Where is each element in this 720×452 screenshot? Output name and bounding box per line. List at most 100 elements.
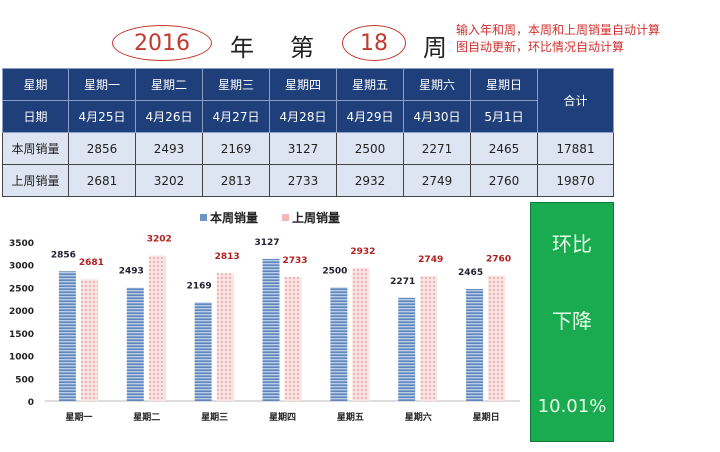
weekday-cell: 星期二 (135, 68, 203, 101)
x-tick-label: 星期五 (337, 411, 364, 423)
data-label: 2169 (187, 281, 212, 291)
y-tick-label: 1500 (9, 330, 34, 340)
row-label: 日期 (2, 100, 69, 133)
last-week-bar (420, 276, 438, 401)
weekday-cell: 星期四 (269, 68, 337, 101)
value-cell: 2500 (336, 132, 404, 165)
data-label: 3127 (254, 238, 279, 248)
value-cell: 2856 (68, 132, 136, 165)
data-label: 2681 (79, 258, 104, 268)
date-cell: 5月1日 (470, 100, 538, 133)
weekday-cell: 星期六 (403, 68, 471, 101)
date-cell: 4月30日 (403, 100, 471, 133)
y-tick-label: 2500 (9, 284, 34, 294)
wow-percent: 10.01% (537, 396, 607, 417)
date-row: 日期 4月25日 4月26日 4月27日 4月28日 4月29日 4月30日 5月1日 (2, 100, 614, 133)
date-cell: 4月25日 (68, 100, 136, 133)
sales-table: 星期 星期一 星期二 星期三 星期四 星期五 星期六 星期日 合计 日期 4月25日 4月26… (2, 68, 614, 197)
this-week-bar (262, 258, 280, 401)
weekday-cell: 星期五 (336, 68, 404, 101)
note-line: 输入年和周，本周和上周销量自动计算 (456, 23, 661, 37)
total-cell: 19870 (537, 164, 614, 197)
value-cell: 2749 (403, 164, 471, 197)
value-cell: 3202 (135, 164, 203, 197)
year-input[interactable]: 2016 (112, 25, 212, 61)
legend-swatch (200, 214, 207, 221)
data-label: 2733 (282, 256, 307, 266)
value-cell: 2169 (202, 132, 270, 165)
this-week-bar (126, 287, 144, 401)
week-input[interactable]: 18 (342, 25, 406, 61)
last-week-bar (80, 279, 98, 401)
row-label: 本周销量 (2, 132, 69, 165)
weekday-row: 星期 星期一 星期二 星期三 星期四 星期五 星期六 星期日 合计 (2, 68, 614, 133)
y-tick-label: 2000 (9, 307, 34, 317)
y-tick-label: 3000 (9, 262, 34, 272)
data-label: 2856 (51, 250, 76, 260)
value-cell: 3127 (269, 132, 337, 165)
data-label: 2271 (390, 277, 415, 287)
year-suffix: 年 (230, 34, 254, 62)
total-header: 合计 (537, 68, 614, 133)
x-tick-label: 星期日 (473, 411, 500, 423)
row-label: 星期 (2, 68, 69, 101)
last-week-row: 上周销量 2681 3202 2813 2733 2932 2749 2760 19870 (2, 164, 614, 197)
value-cell: 2493 (135, 132, 203, 165)
date-cell: 4月26日 (135, 100, 203, 133)
week-over-week-panel: 环比 下降 10.01% (530, 202, 614, 442)
value-cell: 2271 (403, 132, 471, 165)
week-suffix: 周 (423, 34, 447, 62)
this-week-bar (58, 271, 76, 401)
total-cell: 17881 (537, 132, 614, 165)
x-tick-label: 星期三 (201, 411, 228, 423)
data-label: 2932 (350, 247, 375, 257)
note-line: 图自动更新，环比情况自动计算 (456, 40, 625, 54)
wow-title: 环比 (552, 232, 592, 256)
date-cell: 4月29日 (336, 100, 404, 133)
this-week-bar (330, 287, 348, 401)
wow-direction: 下降 (552, 309, 592, 333)
data-label: 2493 (119, 267, 144, 277)
value-cell: 2932 (336, 164, 404, 197)
this-week-row: 本周销量 2856 2493 2169 3127 2500 2271 2465 17881 (2, 132, 614, 165)
weekday-cell: 星期日 (470, 68, 538, 101)
y-tick-label: 3500 (9, 239, 34, 249)
value-cell: 2733 (269, 164, 337, 197)
date-cell: 4月27日 (202, 100, 270, 133)
last-week-bar (148, 255, 166, 401)
last-week-bar (284, 276, 302, 401)
this-week-bar (398, 297, 416, 401)
value-cell: 2681 (68, 164, 136, 197)
instruction-note: 输入年和周，本周和上周销量自动计算 图自动更新，环比情况自动计算 (456, 22, 660, 56)
row-label: 上周销量 (2, 164, 69, 197)
x-tick-label: 星期一 (65, 411, 92, 423)
last-week-bar (216, 273, 234, 401)
weekday-cell: 星期三 (202, 68, 270, 101)
data-label: 2749 (418, 255, 443, 265)
value-cell: 2813 (202, 164, 270, 197)
last-week-bar (352, 267, 370, 401)
value-cell: 2760 (470, 164, 538, 197)
value-cell: 2465 (470, 132, 538, 165)
legend-swatch (282, 214, 289, 221)
x-tick-label: 星期四 (269, 411, 296, 423)
y-tick-label: 0 (28, 398, 34, 408)
date-cell: 4月28日 (269, 100, 337, 133)
data-label: 2760 (486, 255, 511, 265)
this-week-bar (466, 289, 484, 401)
last-week-bar (488, 275, 506, 401)
weekday-cell: 星期一 (68, 68, 136, 101)
x-tick-label: 星期六 (405, 411, 432, 423)
y-tick-label: 1000 (9, 353, 34, 363)
data-label: 2500 (322, 266, 347, 276)
week-prefix: 第 (290, 34, 314, 62)
legend-label: 上周销量 (292, 210, 340, 225)
legend-label: 本周销量 (210, 210, 258, 225)
this-week-bar (194, 302, 212, 401)
data-label: 2465 (458, 268, 483, 278)
y-tick-label: 500 (15, 375, 34, 385)
data-label: 2813 (215, 252, 240, 262)
data-label: 3202 (147, 235, 172, 245)
x-tick-label: 星期二 (133, 411, 160, 423)
